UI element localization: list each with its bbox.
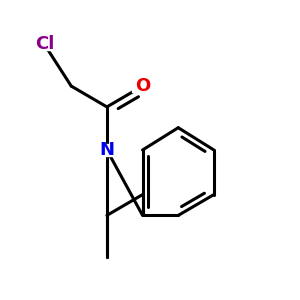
Text: Cl: Cl (35, 35, 54, 53)
Bar (132, 80, 153, 92)
Text: N: N (99, 141, 114, 159)
Bar (28, 38, 61, 50)
Text: O: O (135, 77, 150, 95)
Bar (97, 144, 117, 156)
